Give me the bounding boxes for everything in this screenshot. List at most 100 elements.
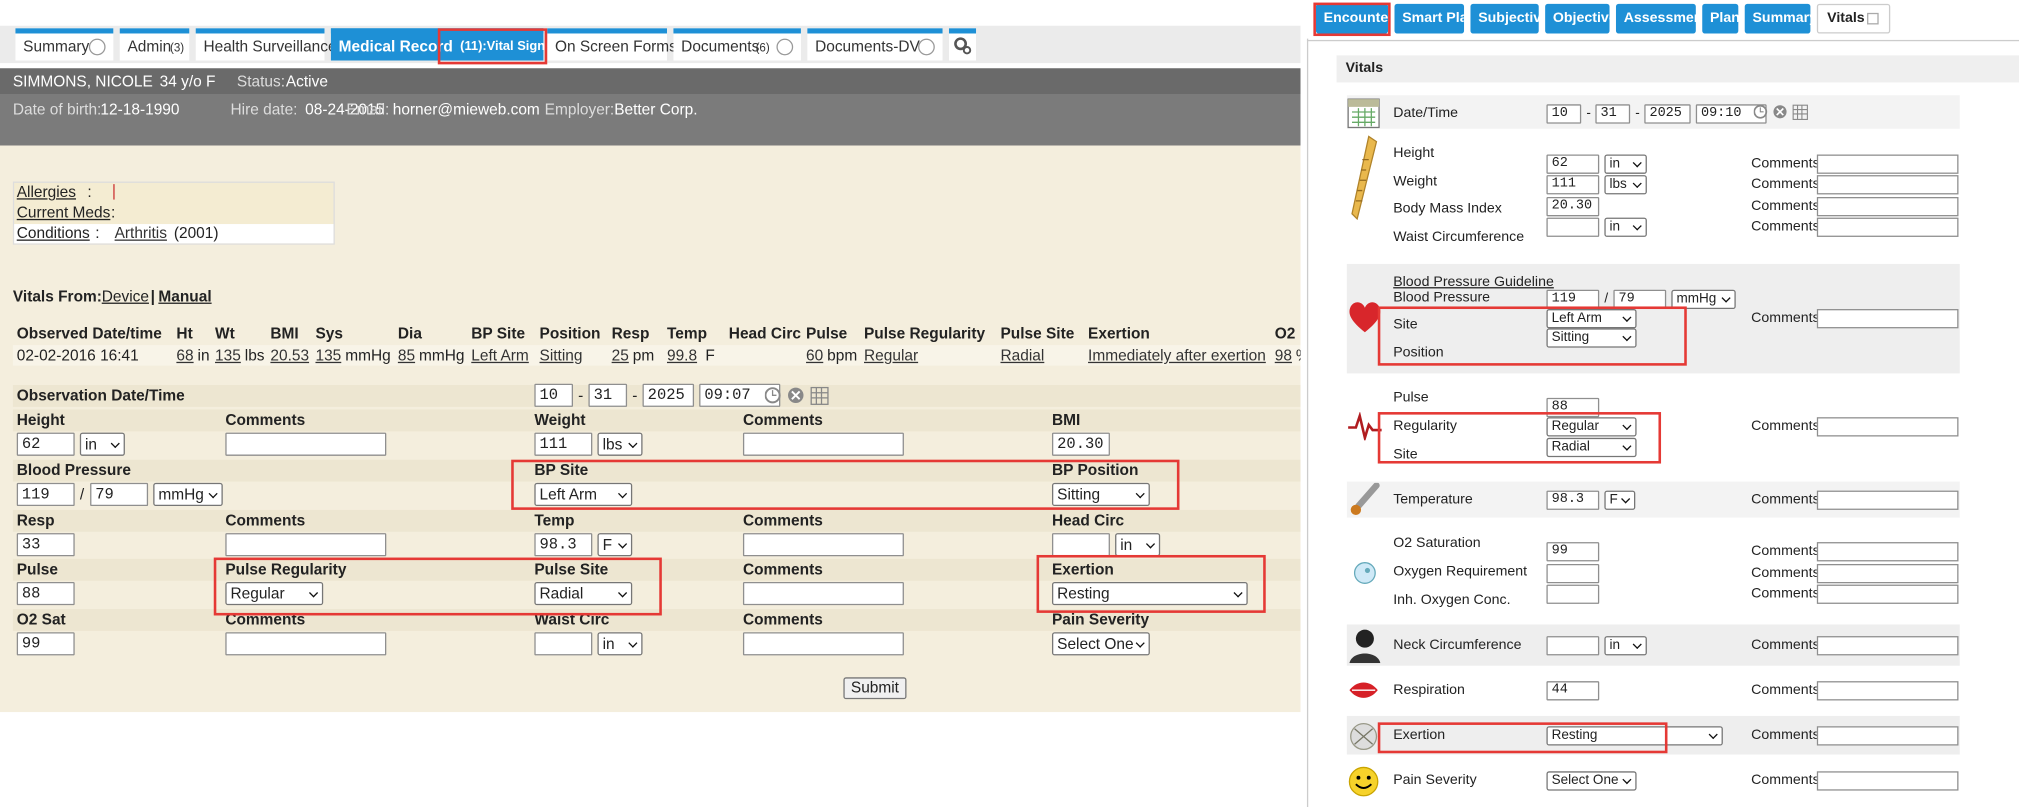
summary-value[interactable]: Arthritis <box>114 224 167 243</box>
text-input[interactable]: 2025 <box>1644 103 1691 123</box>
select[interactable]: in <box>1604 635 1647 655</box>
select[interactable]: Regular <box>225 582 324 606</box>
history-value[interactable]: 135 <box>315 346 342 365</box>
text-input[interactable]: 99 <box>16 632 75 656</box>
history-value[interactable]: 60 <box>806 346 824 365</box>
tab[interactable]: Objective <box>1545 3 1617 34</box>
select[interactable]: lbs <box>1604 174 1647 194</box>
history-value[interactable]: Sitting <box>539 346 583 365</box>
text-input[interactable] <box>742 432 904 456</box>
tab[interactable]: Summary <box>15 28 114 61</box>
tab[interactable]: Medical Record (11):Vital Signs <box>330 28 552 61</box>
comment-input[interactable] <box>1816 308 1959 328</box>
text-input[interactable]: 20.30 <box>1546 196 1600 216</box>
comment-input[interactable] <box>1816 489 1959 510</box>
tab[interactable]: Admin (3) <box>119 28 190 61</box>
select[interactable]: in <box>597 632 643 656</box>
select[interactable]: Left Arm <box>534 482 633 507</box>
text-input[interactable]: 98.3 <box>534 533 593 557</box>
history-value[interactable]: Radial <box>1000 346 1045 365</box>
text-input[interactable]: 62 <box>16 432 75 456</box>
comment-input[interactable] <box>1816 416 1959 436</box>
select[interactable]: Left Arm <box>1546 308 1637 328</box>
history-value[interactable]: Regular <box>863 346 919 365</box>
tab[interactable]: Health Surveillance <box>195 28 337 61</box>
history-value[interactable]: 68 <box>176 346 194 365</box>
summary-label[interactable]: Conditions <box>16 224 90 243</box>
comment-input[interactable] <box>1816 563 1959 583</box>
text-input[interactable] <box>225 632 387 656</box>
text-input[interactable]: 2025 <box>642 383 695 407</box>
select[interactable]: in <box>1604 216 1647 237</box>
text-input[interactable]: 31 <box>588 383 628 407</box>
text-input[interactable]: 88 <box>16 582 75 606</box>
history-value[interactable]: 98 <box>1274 346 1292 365</box>
text-input[interactable]: 98.3 <box>1546 489 1600 510</box>
comment-input[interactable] <box>1816 635 1959 655</box>
history-value[interactable]: 85 <box>397 346 416 365</box>
text-input[interactable]: 33 <box>16 533 75 557</box>
text-input[interactable]: 31 <box>1595 103 1631 123</box>
text-input[interactable] <box>1546 635 1600 655</box>
select[interactable]: Sitting <box>1051 482 1150 507</box>
comment-input[interactable] <box>1816 725 1959 745</box>
text-input[interactable] <box>742 533 904 557</box>
text-input[interactable]: 119 <box>1546 289 1600 309</box>
select[interactable]: F <box>597 533 633 557</box>
settings-tab[interactable] <box>948 28 977 61</box>
tab[interactable]: Vitals <box>1816 3 1891 34</box>
vitals-from-device[interactable]: Device <box>101 287 149 306</box>
text-input[interactable] <box>1546 583 1600 604</box>
comment-input[interactable] <box>1816 583 1959 604</box>
text-input[interactable] <box>534 632 593 656</box>
select[interactable]: F <box>1604 489 1636 510</box>
tab[interactable]: On Screen Forms <box>547 28 677 61</box>
select[interactable]: in <box>1115 533 1161 557</box>
tab[interactable]: Smart Plan <box>1394 3 1476 34</box>
select[interactable]: in <box>1604 153 1647 174</box>
tab[interactable]: Assessment <box>1615 3 1707 34</box>
comment-input[interactable] <box>1816 541 1959 561</box>
history-value[interactable]: Immediately after exertion <box>1088 346 1266 365</box>
vitals-from-manual[interactable]: Manual <box>158 287 212 306</box>
comment-input[interactable] <box>1816 680 1959 700</box>
text-input[interactable]: 20.30 <box>1051 432 1110 456</box>
text-input[interactable]: 119 <box>16 482 75 507</box>
select[interactable]: Resting <box>1051 582 1248 606</box>
tab[interactable]: Documents-DV <box>807 28 943 61</box>
tab[interactable]: Plan <box>1702 3 1740 34</box>
select[interactable]: Radial <box>1546 437 1637 457</box>
text-input[interactable]: 10 <box>534 383 573 407</box>
comment-input[interactable] <box>1816 770 1959 790</box>
text-input[interactable]: 62 <box>1546 153 1600 174</box>
select[interactable]: mmHg <box>1671 289 1736 309</box>
select[interactable]: Select One <box>1051 632 1150 656</box>
tab[interactable]: Documents (6) <box>673 28 801 61</box>
text-input[interactable]: 10 <box>1546 103 1582 123</box>
tab[interactable]: Encounter <box>1315 3 1394 34</box>
text-input[interactable] <box>225 533 387 557</box>
text-input[interactable]: 44 <box>1546 680 1600 700</box>
tab[interactable]: Summary <box>1744 3 1817 34</box>
row-label[interactable]: Blood Pressure Guideline <box>1393 274 1554 290</box>
comment-input[interactable] <box>1816 174 1959 194</box>
text-input[interactable] <box>1546 563 1600 583</box>
text-input[interactable] <box>225 432 387 456</box>
history-value[interactable]: 20.53 <box>270 346 310 365</box>
select[interactable]: in <box>79 432 125 456</box>
text-input[interactable]: 79 <box>90 482 149 507</box>
comment-input[interactable] <box>1816 196 1959 216</box>
comment-input[interactable] <box>1816 216 1959 237</box>
select[interactable]: Radial <box>534 582 633 606</box>
select[interactable]: Regular <box>1546 416 1637 436</box>
select[interactable]: Sitting <box>1546 327 1637 348</box>
text-input[interactable] <box>742 632 904 656</box>
text-input[interactable]: 99 <box>1546 541 1600 561</box>
summary-label[interactable]: Current Meds <box>16 203 111 222</box>
text-input[interactable] <box>1546 216 1600 237</box>
select[interactable]: Resting <box>1546 725 1723 745</box>
history-value[interactable]: Left Arm <box>471 346 529 365</box>
history-value[interactable]: 99.8 <box>666 346 698 365</box>
submit-button[interactable]: Submit <box>843 677 907 700</box>
text-input[interactable]: 09:10 <box>1695 103 1767 123</box>
